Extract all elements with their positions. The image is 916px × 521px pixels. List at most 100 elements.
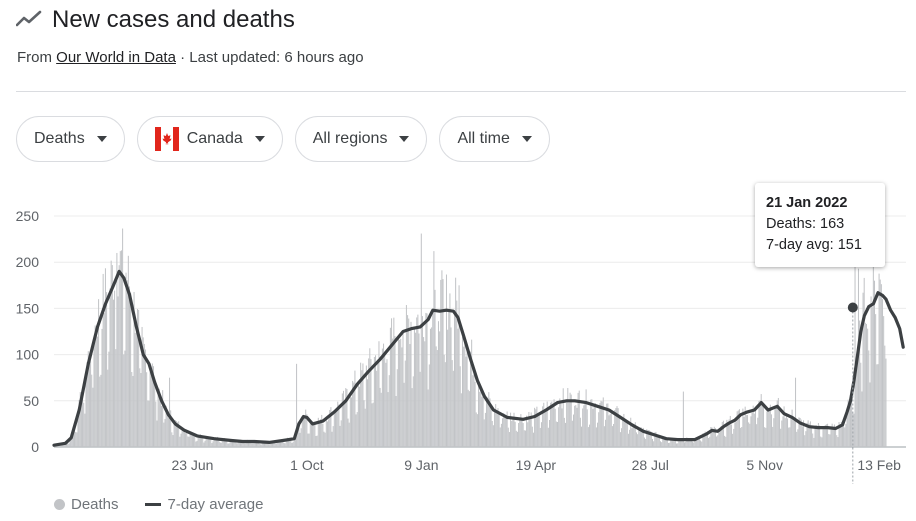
deaths-bar[interactable] xyxy=(617,408,619,447)
deaths-bar[interactable] xyxy=(852,412,854,447)
deaths-bar[interactable] xyxy=(207,438,209,447)
deaths-bar[interactable] xyxy=(275,443,277,447)
deaths-bar[interactable] xyxy=(260,444,262,447)
deaths-bar[interactable] xyxy=(299,432,301,447)
deaths-bar[interactable] xyxy=(210,437,212,447)
deaths-bar[interactable] xyxy=(443,354,445,447)
deaths-bar[interactable] xyxy=(840,421,842,447)
deaths-bar[interactable] xyxy=(116,252,118,447)
deaths-bar[interactable] xyxy=(678,440,680,447)
deaths-bar[interactable] xyxy=(227,443,229,447)
deaths-bar[interactable] xyxy=(285,440,287,447)
deaths-bar[interactable] xyxy=(378,341,380,447)
deaths-bar[interactable] xyxy=(534,407,536,447)
deaths-bar[interactable] xyxy=(712,430,714,447)
deaths-bar[interactable] xyxy=(117,296,119,447)
deaths-bar[interactable] xyxy=(85,372,87,447)
deaths-bar[interactable] xyxy=(265,442,267,447)
deaths-bar[interactable] xyxy=(695,438,697,447)
deaths-bar[interactable] xyxy=(460,393,462,447)
deaths-bar[interactable] xyxy=(296,363,298,447)
time-range-dropdown[interactable]: All time xyxy=(439,116,550,162)
deaths-bar[interactable] xyxy=(788,427,790,447)
deaths-bar[interactable] xyxy=(334,410,336,447)
deaths-bar[interactable] xyxy=(138,309,140,447)
deaths-bar[interactable] xyxy=(253,440,255,447)
deaths-bar[interactable] xyxy=(310,423,312,447)
deaths-bar[interactable] xyxy=(881,299,884,447)
deaths-bar[interactable] xyxy=(561,408,563,447)
deaths-bar[interactable] xyxy=(751,412,753,447)
deaths-bar[interactable] xyxy=(78,399,80,447)
deaths-bar[interactable] xyxy=(860,362,862,447)
source-link[interactable]: Our World in Data xyxy=(56,49,176,66)
deaths-bar[interactable] xyxy=(475,412,477,447)
deaths-bar[interactable] xyxy=(463,346,465,447)
deaths-bar[interactable] xyxy=(515,430,517,447)
deaths-bar[interactable] xyxy=(727,424,729,447)
deaths-bar[interactable] xyxy=(806,422,808,447)
deaths-bar[interactable] xyxy=(733,428,735,447)
deaths-bar[interactable] xyxy=(841,422,843,447)
deaths-bar[interactable] xyxy=(714,428,716,447)
deaths-bar[interactable] xyxy=(74,423,76,447)
deaths-bar[interactable] xyxy=(734,422,736,447)
deaths-bar[interactable] xyxy=(811,428,813,447)
deaths-bar[interactable] xyxy=(312,423,314,447)
deaths-bar[interactable] xyxy=(213,438,215,447)
deaths-bar[interactable] xyxy=(448,312,450,447)
deaths-bar[interactable] xyxy=(141,326,143,447)
deaths-bar[interactable] xyxy=(278,441,280,447)
deaths-bar[interactable] xyxy=(317,417,319,447)
deaths-bar[interactable] xyxy=(836,435,838,447)
deaths-bar[interactable] xyxy=(871,307,873,447)
deaths-bar[interactable] xyxy=(855,361,857,447)
deaths-bar[interactable] xyxy=(277,440,279,447)
deaths-bar[interactable] xyxy=(762,405,764,447)
deaths-bar[interactable] xyxy=(716,436,718,447)
deaths-bar[interactable] xyxy=(259,443,261,447)
deaths-bar[interactable] xyxy=(262,441,264,447)
deaths-bar[interactable] xyxy=(512,416,514,447)
deaths-bar[interactable] xyxy=(380,392,382,447)
deaths-bar[interactable] xyxy=(492,425,494,447)
deaths-bar[interactable] xyxy=(803,420,805,447)
deaths-bar[interactable] xyxy=(559,398,561,447)
deaths-bar[interactable] xyxy=(610,411,612,447)
deaths-bar[interactable] xyxy=(744,406,746,447)
deaths-bar[interactable] xyxy=(112,299,114,447)
deaths-bar[interactable] xyxy=(300,428,302,447)
deaths-bar[interactable] xyxy=(284,443,286,447)
deaths-bar[interactable] xyxy=(833,424,835,447)
deaths-bar[interactable] xyxy=(585,389,587,447)
deaths-bar[interactable] xyxy=(616,406,618,447)
deaths-bar[interactable] xyxy=(640,427,642,447)
deaths-bar[interactable] xyxy=(439,331,441,447)
deaths-bar[interactable] xyxy=(876,364,878,447)
deaths-bar[interactable] xyxy=(642,427,644,447)
deaths-bar[interactable] xyxy=(775,405,777,447)
deaths-bar[interactable] xyxy=(519,417,521,447)
deaths-bar[interactable] xyxy=(102,273,104,447)
deaths-bar[interactable] xyxy=(880,284,882,447)
deaths-bar[interactable] xyxy=(868,350,870,447)
deaths-bar[interactable] xyxy=(535,409,537,447)
deaths-bar[interactable] xyxy=(582,408,584,447)
deaths-bar[interactable] xyxy=(132,375,134,447)
deaths-bar[interactable] xyxy=(309,419,311,447)
deaths-bar[interactable] xyxy=(457,328,459,447)
deaths-bar[interactable] xyxy=(553,399,555,447)
deaths-bar[interactable] xyxy=(814,427,816,447)
deaths-bar[interactable] xyxy=(220,442,222,447)
deaths-bar[interactable] xyxy=(605,419,607,447)
deaths-bar[interactable] xyxy=(629,429,631,447)
deaths-bar[interactable] xyxy=(164,419,166,447)
deaths-bar[interactable] xyxy=(883,316,885,447)
deaths-bar[interactable] xyxy=(872,264,874,447)
deaths-bar[interactable] xyxy=(719,431,721,447)
deaths-bar[interactable] xyxy=(853,413,855,447)
deaths-bar[interactable] xyxy=(288,439,290,447)
deaths-bar[interactable] xyxy=(601,401,603,447)
deaths-bar[interactable] xyxy=(268,444,270,447)
deaths-bar[interactable] xyxy=(94,325,96,447)
